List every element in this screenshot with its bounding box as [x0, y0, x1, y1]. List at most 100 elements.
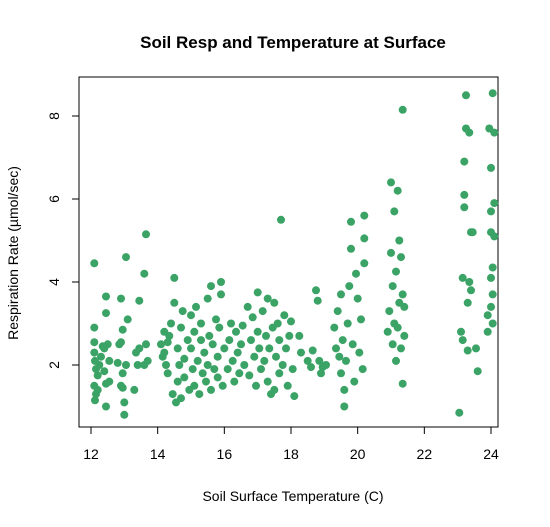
- data-point: [490, 199, 499, 208]
- data-point: [142, 340, 150, 349]
- data-point: [102, 292, 110, 301]
- data-point: [393, 186, 402, 195]
- data-point: [160, 348, 169, 357]
- data-point: [252, 381, 260, 390]
- data-point: [295, 331, 304, 340]
- data-point: [473, 367, 482, 376]
- data-point: [175, 361, 184, 369]
- data-point: [143, 356, 152, 365]
- x-tick-label: 22: [417, 446, 433, 462]
- data-point: [285, 331, 294, 340]
- data-point: [472, 344, 480, 353]
- data-point: [388, 340, 397, 349]
- data-point: [228, 356, 237, 365]
- data-point: [227, 319, 235, 328]
- data-point: [235, 369, 244, 378]
- data-point: [303, 356, 312, 365]
- data-point: [400, 331, 409, 340]
- data-point: [212, 315, 220, 324]
- data-point: [193, 356, 202, 365]
- data-point: [200, 348, 209, 357]
- data-point: [198, 369, 207, 378]
- data-point: [90, 323, 99, 332]
- data-point: [360, 234, 369, 243]
- data-point: [297, 348, 305, 357]
- data-point: [165, 331, 174, 340]
- data-point: [398, 379, 407, 388]
- data-point: [270, 298, 279, 307]
- data-point: [203, 294, 212, 303]
- data-point: [240, 361, 249, 369]
- plot-frame: [78, 76, 499, 428]
- data-point: [93, 385, 102, 394]
- data-point: [245, 371, 254, 380]
- data-point: [468, 228, 477, 237]
- data-point: [140, 269, 149, 278]
- x-tick-label: 14: [150, 446, 166, 462]
- data-point: [397, 344, 405, 353]
- data-point: [103, 340, 112, 349]
- data-point: [352, 269, 360, 278]
- data-point: [263, 377, 272, 386]
- data-point: [225, 336, 234, 345]
- data-point: [247, 336, 255, 345]
- data-point: [97, 352, 105, 361]
- data-point: [463, 346, 472, 355]
- data-point: [290, 392, 299, 401]
- data-point: [288, 365, 297, 374]
- data-point: [232, 327, 240, 336]
- data-point: [393, 323, 402, 332]
- x-tick-label: 18: [283, 446, 299, 462]
- data-point: [113, 358, 122, 367]
- x-tick-label: 20: [350, 446, 366, 462]
- data-point: [488, 319, 497, 328]
- data-point: [360, 259, 369, 268]
- data-point: [230, 377, 239, 386]
- data-point: [278, 361, 287, 369]
- data-point: [177, 394, 185, 403]
- data-point: [487, 207, 495, 216]
- data-point: [335, 352, 344, 361]
- data-point: [260, 356, 269, 365]
- data-point: [218, 381, 227, 390]
- data-point: [350, 377, 359, 386]
- data-point: [387, 248, 395, 257]
- data-point: [347, 244, 355, 253]
- data-point: [345, 282, 354, 291]
- data-point: [322, 361, 330, 369]
- data-point: [270, 385, 279, 394]
- data-point: [177, 323, 185, 332]
- data-point: [277, 215, 285, 224]
- data-point: [243, 302, 252, 311]
- data-point: [358, 365, 367, 374]
- data-point: [207, 385, 215, 394]
- data-point: [483, 327, 492, 336]
- data-point: [102, 402, 110, 411]
- data-point: [91, 396, 99, 405]
- data-point: [187, 311, 195, 320]
- data-point: [162, 361, 170, 369]
- data-point: [355, 348, 364, 357]
- data-point: [342, 356, 350, 365]
- x-axis: 12 14 16 18 20 22 24: [83, 427, 499, 462]
- data-point: [102, 309, 110, 318]
- data-point: [237, 340, 245, 349]
- chart-title: Soil Resp and Temperature at Surface: [140, 33, 446, 52]
- data-points: [90, 89, 499, 419]
- data-point: [332, 344, 340, 353]
- data-point: [287, 317, 295, 326]
- data-point: [170, 298, 179, 307]
- data-point: [95, 361, 104, 369]
- data-point: [460, 190, 469, 199]
- data-point: [337, 290, 345, 299]
- data-point: [183, 336, 192, 345]
- data-point: [343, 319, 352, 328]
- data-point: [105, 356, 114, 365]
- data-point: [283, 381, 292, 390]
- data-point: [197, 319, 205, 328]
- data-point: [213, 352, 222, 361]
- data-point: [100, 367, 109, 376]
- data-point: [173, 344, 182, 353]
- y-tick-label: 6: [46, 195, 62, 203]
